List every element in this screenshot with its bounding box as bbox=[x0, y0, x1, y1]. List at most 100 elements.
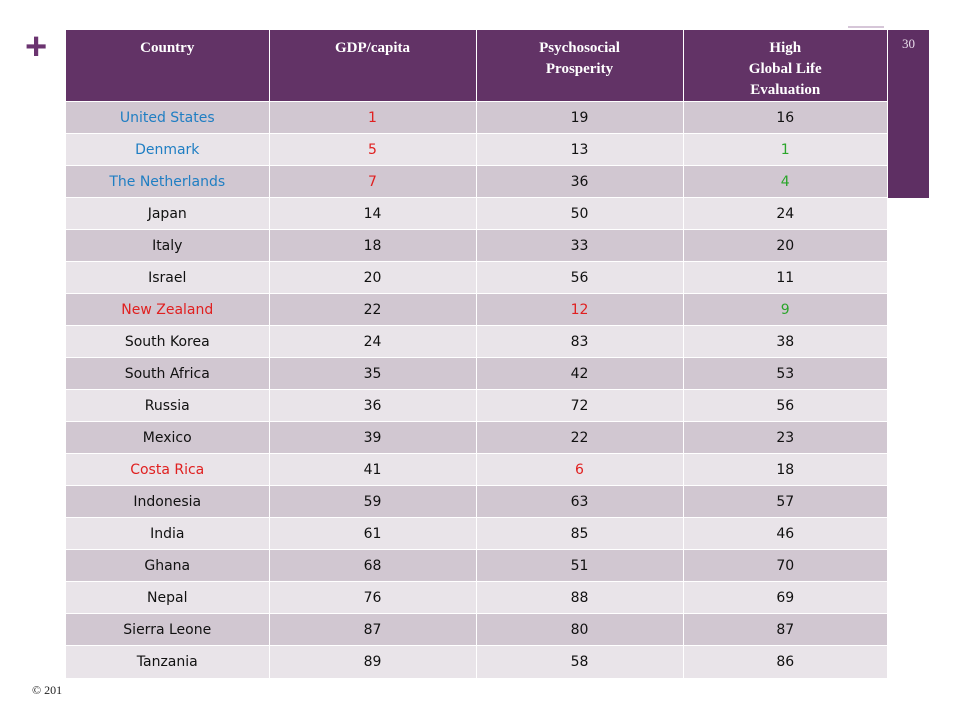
table-row: Sierra Leone 87 80 87 bbox=[66, 613, 887, 646]
cell-country: Israel bbox=[66, 261, 270, 294]
cell-life-evaluation: 87 bbox=[683, 613, 887, 646]
cell-life-evaluation: 69 bbox=[683, 581, 887, 614]
table-row: Indonesia 59 63 57 bbox=[66, 485, 887, 518]
cell-psychosocial-prosperity: 13 bbox=[476, 133, 684, 166]
header-line: Psychosocial bbox=[539, 40, 620, 56]
cell-country: India bbox=[66, 517, 270, 550]
cell-country: South Korea bbox=[66, 325, 270, 358]
cell-life-evaluation: 53 bbox=[683, 357, 887, 390]
table-row: Italy 18 33 20 bbox=[66, 229, 887, 262]
cell-life-evaluation: 24 bbox=[683, 197, 887, 230]
cell-gdp-capita: 68 bbox=[269, 549, 477, 582]
cell-psychosocial-prosperity: 42 bbox=[476, 357, 684, 390]
table-row: India 61 85 46 bbox=[66, 517, 887, 550]
table-row: Denmark 5 13 1 bbox=[66, 133, 887, 166]
cell-life-evaluation: 1 bbox=[683, 133, 887, 166]
cell-psychosocial-prosperity: 19 bbox=[476, 101, 684, 134]
header-line: Global Life bbox=[748, 61, 822, 77]
cell-country: Denmark bbox=[66, 133, 270, 166]
header-line: High bbox=[769, 40, 802, 56]
slide-number: 30 bbox=[902, 36, 915, 51]
cell-psychosocial-prosperity: 33 bbox=[476, 229, 684, 262]
cell-life-evaluation: 20 bbox=[683, 229, 887, 262]
header-line: Evaluation bbox=[750, 82, 821, 98]
cell-gdp-capita: 18 bbox=[269, 229, 477, 262]
table-row: South Korea 24 83 38 bbox=[66, 325, 887, 358]
cell-life-evaluation: 18 bbox=[683, 453, 887, 486]
table-row: United States 1 19 16 bbox=[66, 101, 887, 134]
table-row: Tanzania 89 58 86 bbox=[66, 645, 887, 678]
table-row: New Zealand 22 12 9 bbox=[66, 293, 887, 326]
cell-life-evaluation: 38 bbox=[683, 325, 887, 358]
header-line: Country bbox=[140, 40, 195, 56]
cell-country: Japan bbox=[66, 197, 270, 230]
cell-psychosocial-prosperity: 6 bbox=[476, 453, 684, 486]
cell-life-evaluation: 23 bbox=[683, 421, 887, 454]
cell-psychosocial-prosperity: 36 bbox=[476, 165, 684, 198]
cell-psychosocial-prosperity: 85 bbox=[476, 517, 684, 550]
cell-life-evaluation: 86 bbox=[683, 645, 887, 678]
cell-country: Costa Rica bbox=[66, 453, 270, 486]
cell-psychosocial-prosperity: 56 bbox=[476, 261, 684, 294]
table-row: The Netherlands 7 36 4 bbox=[66, 165, 887, 198]
table-row: Mexico 39 22 23 bbox=[66, 421, 887, 454]
cell-psychosocial-prosperity: 88 bbox=[476, 581, 684, 614]
cell-psychosocial-prosperity: 63 bbox=[476, 485, 684, 518]
table-body: United States 1 19 16 Denmark 5 13 1 The Netherl… bbox=[66, 101, 887, 678]
cell-country: New Zealand bbox=[66, 293, 270, 326]
cell-gdp-capita: 5 bbox=[269, 133, 477, 166]
cell-country: Russia bbox=[66, 389, 270, 422]
cell-life-evaluation: 16 bbox=[683, 101, 887, 134]
cell-gdp-capita: 39 bbox=[269, 421, 477, 454]
cell-life-evaluation: 11 bbox=[683, 261, 887, 294]
table-row: Costa Rica 41 6 18 bbox=[66, 453, 887, 486]
cell-country: Ghana bbox=[66, 549, 270, 582]
cell-life-evaluation: 56 bbox=[683, 389, 887, 422]
cell-gdp-capita: 14 bbox=[269, 197, 477, 230]
accent-block bbox=[888, 30, 929, 198]
cell-country: The Netherlands bbox=[66, 165, 270, 198]
cell-psychosocial-prosperity: 12 bbox=[476, 293, 684, 326]
cell-country: Sierra Leone bbox=[66, 613, 270, 646]
cell-country: Italy bbox=[66, 229, 270, 262]
cell-gdp-capita: 87 bbox=[269, 613, 477, 646]
table-row: Ghana 68 51 70 bbox=[66, 549, 887, 582]
cell-psychosocial-prosperity: 50 bbox=[476, 197, 684, 230]
cell-life-evaluation: 57 bbox=[683, 485, 887, 518]
table-row: Japan 14 50 24 bbox=[66, 197, 887, 230]
cell-gdp-capita: 89 bbox=[269, 645, 477, 678]
header-gdp-capita: GDP/capita bbox=[269, 30, 477, 102]
header-psychosocial-prosperity: Psychosocial Prosperity bbox=[476, 30, 684, 102]
cell-gdp-capita: 41 bbox=[269, 453, 477, 486]
header-high-global-life-evaluation: High Global Life Evaluation bbox=[683, 30, 887, 102]
cell-psychosocial-prosperity: 72 bbox=[476, 389, 684, 422]
cell-gdp-capita: 35 bbox=[269, 357, 477, 390]
plus-icon: + bbox=[25, 26, 48, 68]
country-rankings-table: Country GDP/capita Psychosocial Prosperi… bbox=[66, 30, 887, 678]
cell-psychosocial-prosperity: 80 bbox=[476, 613, 684, 646]
cell-country: Nepal bbox=[66, 581, 270, 614]
table-header-row: Country GDP/capita Psychosocial Prosperi… bbox=[66, 30, 887, 102]
table-row: Russia 36 72 56 bbox=[66, 389, 887, 422]
cell-life-evaluation: 70 bbox=[683, 549, 887, 582]
cell-gdp-capita: 22 bbox=[269, 293, 477, 326]
cell-country: Tanzania bbox=[66, 645, 270, 678]
cell-gdp-capita: 61 bbox=[269, 517, 477, 550]
accent-line bbox=[848, 26, 884, 28]
cell-psychosocial-prosperity: 58 bbox=[476, 645, 684, 678]
cell-psychosocial-prosperity: 83 bbox=[476, 325, 684, 358]
cell-country: Mexico bbox=[66, 421, 270, 454]
table-row: Israel 20 56 11 bbox=[66, 261, 887, 294]
cell-gdp-capita: 1 bbox=[269, 101, 477, 134]
cell-life-evaluation: 4 bbox=[683, 165, 887, 198]
cell-psychosocial-prosperity: 51 bbox=[476, 549, 684, 582]
cell-gdp-capita: 59 bbox=[269, 485, 477, 518]
cell-gdp-capita: 24 bbox=[269, 325, 477, 358]
cell-country: Indonesia bbox=[66, 485, 270, 518]
cell-life-evaluation: 46 bbox=[683, 517, 887, 550]
header-line: GDP/capita bbox=[335, 40, 410, 56]
cell-country: United States bbox=[66, 101, 270, 134]
table-row: South Africa 35 42 53 bbox=[66, 357, 887, 390]
table-row: Nepal 76 88 69 bbox=[66, 581, 887, 614]
header-country: Country bbox=[66, 30, 270, 102]
